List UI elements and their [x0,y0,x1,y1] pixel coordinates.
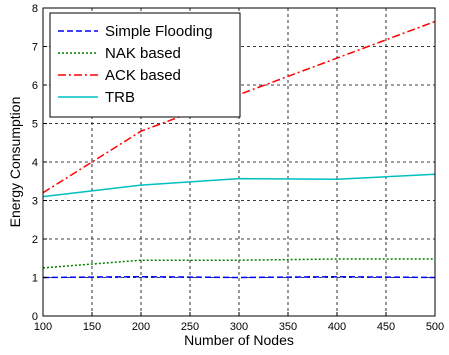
y-tick-label: 0 [32,311,38,323]
y-axis-title: Energy Consumption [7,97,23,228]
series-line-3 [42,173,436,198]
x-tick-label: 350 [279,321,297,333]
x-tick-label: 400 [328,321,346,333]
x-tick-label: 300 [230,321,248,333]
y-tick-label: 5 [32,119,38,131]
x-tick-label: 500 [426,321,444,333]
x-axis-title: Number of Nodes [184,332,294,348]
x-tick-label: 250 [181,321,199,333]
series-line-0 [42,275,436,279]
x-tick-label: 100 [34,321,52,333]
axis-ticks: 100 150 200 250 300 350 400 450 500 0 1 2 3 4 5 6 7 8 [32,3,444,333]
series-line-1 [42,258,435,269]
y-tick-label: 2 [32,234,38,246]
y-tick-label: 8 [32,3,38,15]
legend-label: NAK based [105,45,181,62]
legend: Simple Flooding NAK based ACK based TRB [49,12,241,118]
x-tick-label: 200 [132,321,150,333]
y-tick-label: 3 [32,196,38,208]
legend-label: Simple Flooding [105,23,213,40]
y-tick-label: 7 [32,42,38,54]
y-tick-label: 4 [32,157,38,169]
legend-label: TRB [105,89,135,106]
y-tick-label: 1 [32,273,38,285]
x-tick-label: 150 [83,321,101,333]
x-tick-label: 450 [377,321,395,333]
legend-label: ACK based [105,67,181,84]
y-tick-label: 6 [32,80,38,92]
